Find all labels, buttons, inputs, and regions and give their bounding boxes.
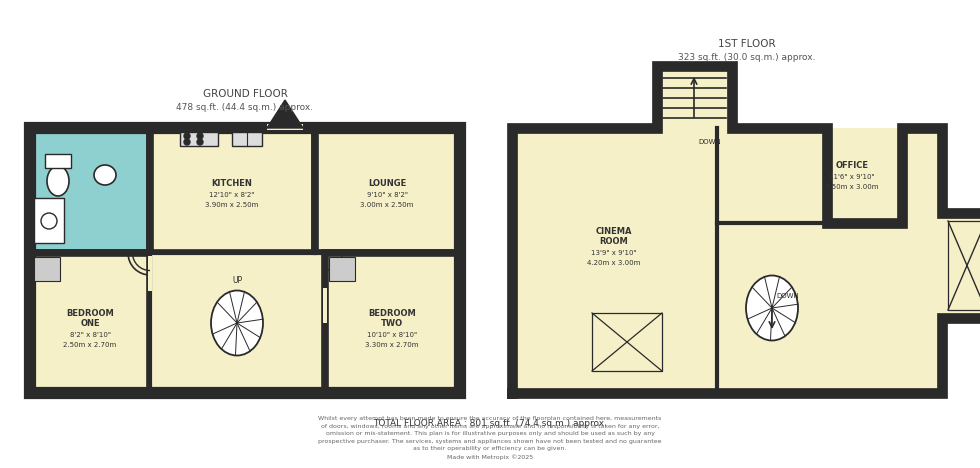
Circle shape [184,139,190,145]
Ellipse shape [47,166,69,196]
Text: 3.50m x 3.00m: 3.50m x 3.00m [825,184,879,190]
Text: BEDROOM: BEDROOM [368,308,416,317]
Text: 11'6" x 9'10": 11'6" x 9'10" [829,174,875,180]
Text: 8'2" x 8'10": 8'2" x 8'10" [70,332,111,338]
Bar [45,154,71,168]
Ellipse shape [211,291,263,356]
Text: BEDROOM: BEDROOM [66,308,114,317]
Text: DOWN: DOWN [776,293,799,299]
Text: TOTAL FLOOR AREA : 801 sq.ft. (74.4 sq.m.) approx.: TOTAL FLOOR AREA : 801 sq.ft. (74.4 sq.m… [373,419,607,429]
Bar [267,124,303,130]
Text: 1ST FLOOR: 1ST FLOOR [718,39,776,49]
Circle shape [41,213,57,229]
Text: UP: UP [232,276,242,285]
Text: DOWN: DOWN [698,139,720,145]
Text: ROOM: ROOM [600,236,628,246]
Text: LOUNGE: LOUNGE [368,178,406,188]
Text: GROUND FLOOR: GROUND FLOOR [203,89,287,99]
Polygon shape [267,100,303,128]
Bar [942,213,980,318]
Text: OFFICE: OFFICE [836,161,868,169]
Text: 10'10" x 8'10": 10'10" x 8'10" [367,332,417,338]
Text: 478 sq.ft. (44.4 sq.m.) approx.: 478 sq.ft. (44.4 sq.m.) approx. [176,103,314,112]
Bar [232,132,262,146]
Text: TWO: TWO [381,319,403,328]
Bar [150,128,315,253]
Text: 3.30m x 2.70m: 3.30m x 2.70m [366,342,418,348]
Bar [30,253,150,393]
Text: 13'9" x 9'10": 13'9" x 9'10" [591,250,637,256]
Bar [30,128,460,393]
Bar [948,221,980,310]
Bar [150,253,325,393]
Text: Whilst every attempt has been made to ensure the accuracy of the floorplan conta: Whilst every attempt has been made to en… [318,417,662,460]
Text: 3.90m x 2.50m: 3.90m x 2.50m [206,202,259,208]
Bar [329,257,355,281]
Bar [512,128,942,393]
Text: 9'10" x 8'2": 9'10" x 8'2" [367,192,408,198]
Text: 323 sq.ft. (30.0 sq.m.) approx.: 323 sq.ft. (30.0 sq.m.) approx. [678,53,815,63]
Ellipse shape [94,165,116,185]
Polygon shape [512,66,980,393]
Bar [315,128,460,253]
Text: 3.00m x 2.50m: 3.00m x 2.50m [361,202,414,208]
Circle shape [197,133,203,139]
Text: CINEMA: CINEMA [596,227,632,235]
Text: 2.50m x 2.70m: 2.50m x 2.70m [64,342,117,348]
Text: KITCHEN: KITCHEN [212,178,253,188]
Circle shape [184,133,190,139]
Text: 12'10" x 8'2": 12'10" x 8'2" [210,192,255,198]
Bar [657,66,732,128]
Bar [148,256,152,291]
Bar [34,198,64,243]
Bar [30,128,150,253]
Bar [323,288,327,323]
Ellipse shape [746,276,798,341]
Bar [180,132,218,146]
Bar [592,313,662,371]
Circle shape [197,139,203,145]
Bar [325,253,460,393]
Bar [34,257,60,281]
Text: 4.20m x 3.00m: 4.20m x 3.00m [587,260,641,266]
Text: ONE: ONE [80,319,100,328]
